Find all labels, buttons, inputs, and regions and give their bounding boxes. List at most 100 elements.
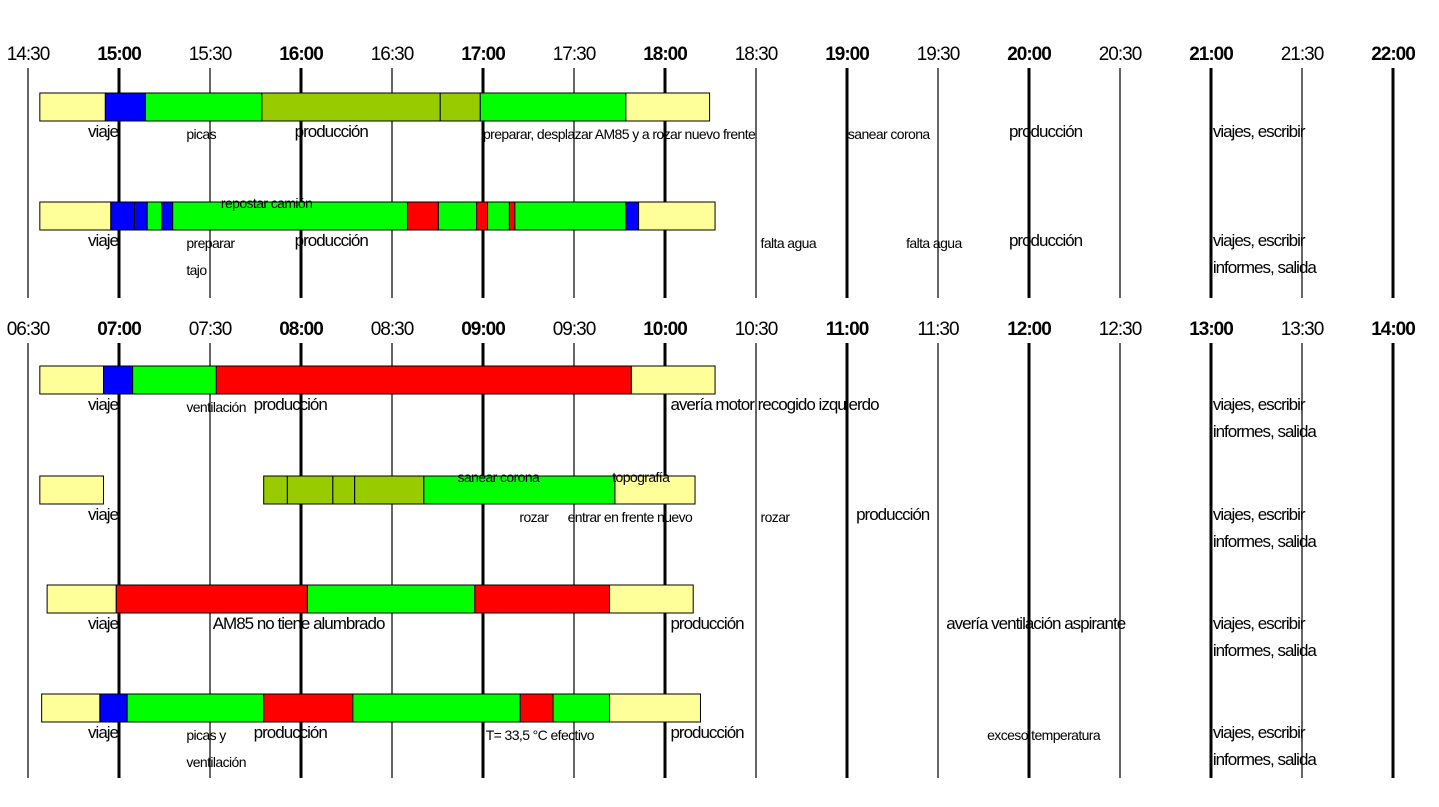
activity-label: informes, salida	[1213, 750, 1318, 769]
time-label: 15:00	[97, 44, 141, 65]
segment-production	[144, 92, 263, 122]
segment-production	[479, 92, 627, 122]
activity-label: producción	[254, 723, 328, 742]
segment-prep	[104, 92, 146, 122]
segment-production	[437, 201, 478, 231]
time-label: 11:30	[917, 319, 959, 340]
activity-label: informes, salida	[1213, 641, 1318, 660]
activity-label: tajo	[186, 262, 207, 278]
segment-production	[306, 584, 476, 614]
time-label: 17:00	[461, 44, 505, 65]
segment-fault	[519, 693, 554, 723]
activity-label: viajes, escribir	[1213, 395, 1306, 414]
segment-production	[126, 693, 265, 723]
time-label: 20:00	[1007, 44, 1051, 65]
shift-row-1: viaje picas producción preparar, desplazar …	[39, 92, 1307, 142]
activity-label: viajes, escribir	[1213, 614, 1306, 633]
segment-travel	[39, 92, 106, 122]
time-label: 18:00	[643, 44, 687, 65]
time-label: 10:00	[643, 319, 687, 340]
activity-label: picas y	[186, 727, 226, 743]
segment-task	[332, 475, 356, 505]
segment-fault	[474, 584, 610, 614]
shift-row-6: viaje picas y ventilación producción T= 33,5…	[41, 693, 1318, 770]
activity-label: falta agua	[761, 235, 817, 251]
activity-label: rozar	[519, 509, 549, 525]
segment-travel	[630, 365, 716, 395]
segment-fault	[263, 693, 354, 723]
segment-travel	[39, 365, 105, 395]
segment-prep	[161, 201, 174, 231]
activity-label: repostar camión	[221, 195, 312, 211]
activity-label: informes, salida	[1213, 422, 1318, 441]
time-label: 21:00	[1189, 44, 1233, 65]
segment-prep	[110, 201, 135, 231]
time-label: 11:00	[826, 319, 869, 340]
activity-label: viajes, escribir	[1213, 505, 1306, 524]
segment-fault	[406, 201, 439, 231]
activity-label: viajes, escribir	[1213, 122, 1306, 141]
segment-travel	[41, 693, 101, 723]
activity-label: viaje	[88, 122, 119, 141]
time-label: 14:30	[7, 44, 50, 65]
segment-travel	[46, 584, 117, 614]
header-bottom-axis: 06:30 07:00 07:30 08:00 08:30 09:00 09:30 10:00…	[7, 319, 1416, 340]
activity-label: viajes, escribir	[1213, 231, 1306, 250]
time-label: 09:00	[461, 319, 505, 340]
time-label: 06:30	[7, 319, 50, 340]
activity-label: entrar en frente nuevo	[568, 509, 693, 525]
segment-fault	[115, 584, 308, 614]
time-label: 22:00	[1371, 44, 1415, 65]
segment-production	[172, 201, 408, 231]
segment-production	[514, 201, 627, 231]
segment-fault	[215, 365, 632, 395]
time-label: 12:30	[1099, 319, 1142, 340]
time-label: 19:30	[917, 44, 960, 65]
activity-label: topografía	[612, 469, 670, 485]
time-label: 09:30	[553, 319, 596, 340]
segment-fault	[508, 201, 516, 231]
activity-label: viaje	[88, 505, 119, 524]
time-label: 10:30	[735, 319, 778, 340]
time-label: 16:30	[371, 44, 414, 65]
activity-label: producción	[1009, 231, 1083, 250]
shift-row-2: repostar camión viaje preparar tajo producci…	[39, 195, 1318, 278]
segment-prep	[99, 693, 128, 723]
time-label: 08:30	[371, 319, 414, 340]
segment-task	[263, 475, 288, 505]
time-label: 07:00	[97, 319, 141, 340]
segment-production	[352, 693, 521, 723]
shift-row-5: viaje AM85 no tiene alumbrado producción av…	[46, 584, 1318, 660]
activity-label: producción	[670, 723, 744, 742]
segment-task	[439, 92, 481, 122]
segment-prep	[133, 201, 148, 231]
activity-label: T= 33,5 °C efectivo	[486, 727, 595, 743]
time-label: 15:30	[189, 44, 232, 65]
time-label: 07:30	[189, 319, 232, 340]
segment-production	[487, 201, 510, 231]
activity-label: rozar	[761, 509, 791, 525]
activity-label: preparar	[186, 235, 235, 251]
time-label: 12:00	[1007, 319, 1051, 340]
activity-label: viaje	[88, 723, 119, 742]
activity-label: producción	[1009, 122, 1083, 141]
activity-label: viajes, escribir	[1213, 723, 1306, 742]
shift-row-4: sanear corona topografía viaje rozar entrar …	[39, 469, 1318, 551]
segment-travel	[39, 475, 105, 505]
segment-travel	[39, 201, 112, 231]
activity-label: viaje	[88, 231, 119, 250]
activity-label: avería ventilación aspirante	[946, 614, 1126, 633]
activity-label: informes, salida	[1213, 258, 1318, 277]
activity-label: ventilación	[186, 754, 246, 770]
segment-travel	[625, 92, 711, 122]
time-label: 21:30	[1281, 44, 1324, 65]
time-label: 18:30	[735, 44, 778, 65]
segment-travel	[608, 693, 701, 723]
activity-label: informes, salida	[1213, 532, 1318, 551]
shift-row-3: viaje ventilación producción avería motor r…	[39, 365, 1318, 441]
time-grid	[27, 68, 1395, 778]
activity-label: sanear corona	[458, 469, 541, 485]
activity-label: producción	[856, 505, 930, 524]
activity-label: sanear corona	[848, 126, 931, 142]
